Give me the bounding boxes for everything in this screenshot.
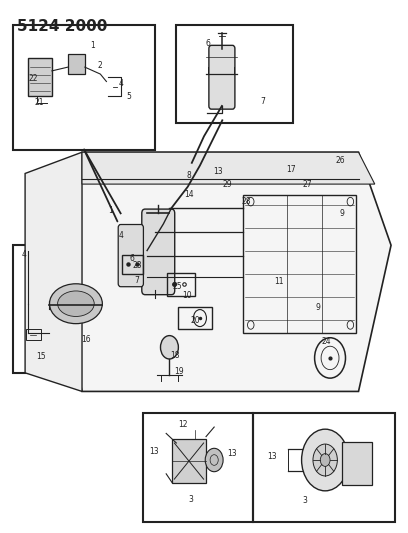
Circle shape	[302, 429, 349, 491]
Text: 27: 27	[303, 180, 313, 189]
Text: 13: 13	[150, 447, 159, 456]
Text: 2: 2	[98, 61, 103, 70]
Text: 1: 1	[108, 206, 113, 215]
Text: 23: 23	[132, 261, 142, 270]
Text: 4: 4	[118, 78, 123, 87]
Text: 24: 24	[321, 337, 331, 346]
Text: 9: 9	[315, 303, 320, 312]
Text: 29: 29	[223, 180, 233, 189]
Text: 5124 2000: 5124 2000	[17, 19, 107, 34]
Bar	[28, 58, 52, 96]
Text: 17: 17	[286, 165, 296, 174]
Circle shape	[313, 444, 337, 476]
Bar	[68, 54, 85, 74]
Text: 6: 6	[129, 254, 134, 263]
Polygon shape	[172, 439, 206, 483]
Text: 13: 13	[213, 167, 223, 176]
Circle shape	[205, 448, 223, 472]
Text: 7: 7	[261, 97, 265, 106]
Polygon shape	[53, 152, 391, 391]
Text: 12: 12	[178, 421, 188, 430]
Circle shape	[320, 454, 330, 466]
FancyBboxPatch shape	[142, 209, 175, 295]
Polygon shape	[82, 152, 375, 184]
Text: 28: 28	[242, 197, 251, 206]
FancyBboxPatch shape	[342, 442, 372, 485]
FancyBboxPatch shape	[118, 224, 144, 287]
Circle shape	[160, 336, 178, 359]
Ellipse shape	[49, 284, 102, 324]
Text: 3: 3	[302, 496, 307, 505]
Text: 8: 8	[186, 171, 191, 180]
Text: 21: 21	[35, 98, 44, 107]
Text: 7: 7	[135, 276, 140, 285]
Text: 13: 13	[227, 449, 237, 458]
Text: 20: 20	[190, 316, 200, 325]
Text: 16: 16	[81, 335, 91, 344]
Polygon shape	[25, 152, 82, 391]
Text: 4: 4	[22, 251, 27, 260]
Text: 10: 10	[182, 291, 192, 300]
Text: 19: 19	[174, 367, 184, 376]
Text: 15: 15	[36, 352, 45, 361]
Text: 18: 18	[170, 351, 180, 360]
Text: 5: 5	[126, 92, 131, 101]
Text: 13: 13	[268, 453, 277, 462]
Text: 22: 22	[28, 74, 38, 83]
Text: 9: 9	[340, 209, 345, 218]
Ellipse shape	[58, 291, 94, 317]
Text: 4: 4	[118, 231, 123, 240]
FancyBboxPatch shape	[209, 45, 235, 109]
Text: 1: 1	[90, 42, 95, 51]
Text: 11: 11	[275, 277, 284, 286]
Text: 14: 14	[184, 190, 193, 199]
Text: 25: 25	[173, 282, 182, 291]
Text: 3: 3	[188, 495, 193, 504]
Text: 26: 26	[335, 156, 345, 165]
Text: 6: 6	[206, 39, 211, 48]
